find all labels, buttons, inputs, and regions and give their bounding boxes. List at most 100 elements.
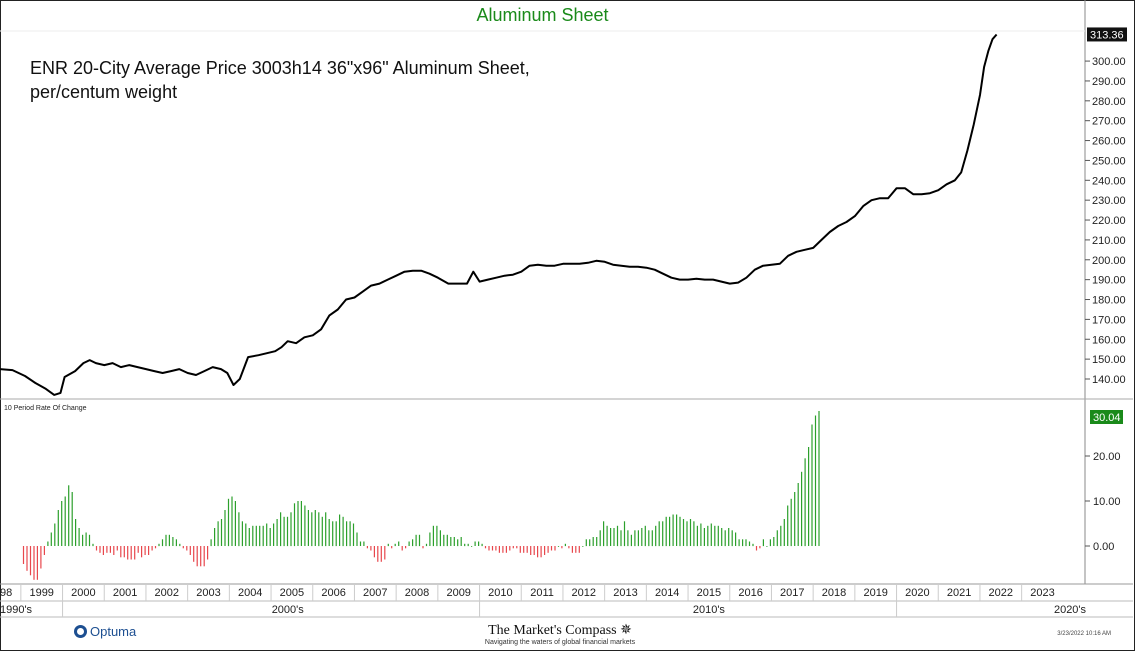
roc-bar [200,546,202,567]
roc-bar [61,501,63,546]
price-y-tick-label: 210.00 [1092,235,1126,247]
roc-bar [207,546,209,560]
roc-bar [526,546,528,553]
roc-bar [82,534,84,547]
roc-bar [651,530,653,547]
roc-bar [474,541,476,546]
roc-bar [450,537,452,546]
roc-bar [523,546,525,553]
roc-bar [398,541,400,546]
roc-bar [245,523,247,546]
roc-bar [241,521,243,547]
timestamp: 3/23/2022 10:16 AM [1057,631,1111,637]
roc-bar [592,537,594,546]
roc-bar [519,546,521,553]
roc-bar [436,525,438,547]
roc-bar [550,546,553,551]
price-y-tick-label: 160.00 [1092,334,1126,346]
x-decade-label: 2010's [693,604,726,616]
roc-panel-title: 10 Period Rate Of Change [4,405,87,412]
roc-y-tick-label: 20.00 [1093,451,1121,463]
roc-bar [203,546,205,567]
x-year-label: 2022 [989,587,1013,599]
roc-bar [658,521,660,547]
roc-bar [57,510,59,546]
roc-bar [168,534,170,547]
roc-bar [634,530,636,547]
roc-bar [561,546,563,549]
x-year-label: 2000 [71,587,95,599]
roc-bar [599,530,601,547]
roc-bar [637,530,639,547]
roc-bar [443,534,445,547]
roc-bar [554,546,556,551]
roc-bar [620,530,622,547]
brand-tagline: Navigating the waters of global financia… [484,639,636,646]
roc-bar [495,546,497,551]
roc-bar [415,534,417,547]
x-year-label: 2015 [697,587,721,599]
roc-bar [731,530,733,547]
roc-bar [328,519,330,546]
annotation-line-2: per/centum weight [30,82,178,102]
roc-bar [231,496,233,546]
roc-bar [130,546,132,560]
roc-bar [773,537,775,546]
roc-bar [266,523,268,546]
roc-bar [50,532,52,546]
roc-bar [314,510,316,546]
roc-bar [648,530,650,547]
roc-bar [703,528,705,546]
price-y-tick-label: 260.00 [1092,136,1126,148]
roc-bar [220,519,223,546]
roc-bar [679,516,681,547]
price-y-tick-label: 220.00 [1092,215,1126,227]
price-line [0,33,998,396]
roc-bar [811,424,813,546]
roc-bar [75,519,77,546]
roc-bar [693,521,695,547]
roc-bar [818,411,820,546]
roc-bar [571,546,573,553]
roc-bar [352,523,355,546]
roc-bar [700,523,702,546]
roc-bar [603,521,605,547]
roc-bar [491,546,494,551]
x-year-label: 2020 [905,587,929,599]
roc-bar [137,546,139,553]
roc-bar [721,528,723,546]
roc-bar [179,543,181,547]
chart-title: Aluminum Sheet [476,5,609,25]
roc-bar [276,519,278,546]
roc-bar [564,543,566,547]
roc-bar [748,541,751,546]
roc-bar [387,543,389,547]
roc-bar [68,485,70,547]
x-year-label: 2013 [613,587,637,599]
roc-bar [425,543,428,547]
price-y-tick-label: 240.00 [1092,175,1126,187]
roc-bar [439,530,441,547]
roc-bar [453,537,455,546]
roc-bar [516,546,518,549]
roc-bar [537,546,539,558]
roc-bar [557,546,560,547]
roc-bar [175,539,177,547]
roc-bar [724,530,726,547]
roc-bar [349,521,351,547]
roc-bar [460,537,462,546]
roc-bar [280,512,282,547]
price-y-tick-label: 230.00 [1092,195,1126,207]
roc-bar [269,528,271,546]
roc-bar [467,543,469,547]
roc-y-tick-label: 10.00 [1093,496,1121,508]
roc-bar [738,539,740,547]
x-decade-label: 2020's [1054,604,1087,616]
roc-bar [255,525,257,547]
roc-bar [585,539,587,547]
x-year-label: 2019 [863,587,887,599]
price-y-tick-label: 250.00 [1092,155,1126,167]
roc-bar [339,514,341,546]
x-year-label: 2017 [780,587,804,599]
roc-bar [120,546,122,558]
